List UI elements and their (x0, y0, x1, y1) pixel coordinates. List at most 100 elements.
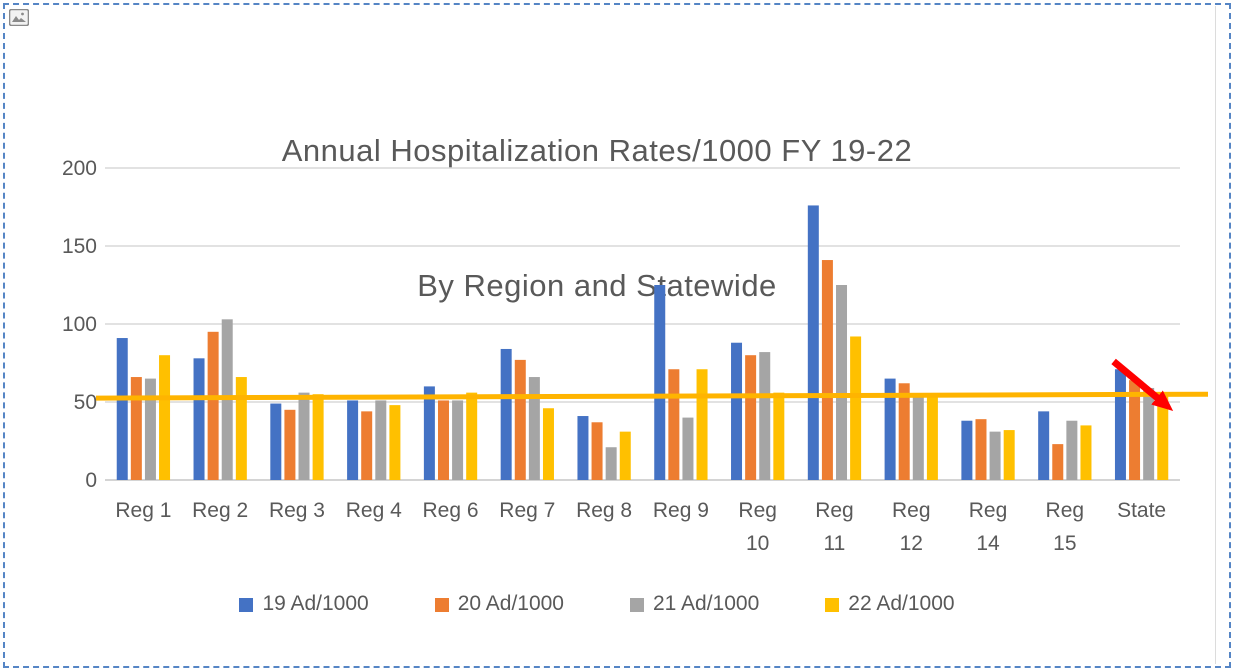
x-tick-label: Reg 9 (653, 499, 709, 522)
x-tick-label: Reg (969, 499, 1008, 522)
x-tick-label: State (1117, 499, 1166, 522)
x-tick-label: Reg (815, 499, 854, 522)
chart-legend: 19 Ad/1000 20 Ad/1000 21 Ad/1000 22 Ad/1000 (0, 588, 1194, 620)
chart-title-line2: By Region and Statewide (417, 268, 777, 303)
x-tick-label: 14 (976, 532, 1000, 555)
legend-item: 20 Ad/1000 (434, 592, 564, 616)
bar-reg-12-20 (898, 383, 910, 480)
y-tick-label: 150 (62, 235, 97, 258)
legend-label: 20 Ad/1000 (457, 592, 564, 615)
bar-reg-14-22 (1003, 430, 1015, 480)
legend-label: 19 Ad/1000 (262, 592, 369, 615)
bar-reg-4-20 (361, 411, 373, 480)
chart-title: Annual Hospitalization Rates/1000 FY 19-… (0, 38, 1194, 398)
bar-reg-1-21 (144, 378, 156, 480)
bar-reg-8-22 (619, 431, 631, 480)
x-tick-label: Reg (892, 499, 931, 522)
legend-swatch-icon (630, 598, 644, 612)
bar-reg-10-21 (759, 352, 771, 480)
legend-label: 21 Ad/1000 (653, 592, 760, 615)
bar-reg-15-22 (1080, 425, 1092, 480)
y-tick-label: 0 (85, 469, 97, 492)
bar-state-21 (1143, 387, 1155, 480)
legend-item: 19 Ad/1000 (239, 592, 369, 616)
bar-reg-15-20 (1052, 444, 1064, 480)
bar-reg-10-20 (745, 355, 757, 480)
bar-reg-1-20 (130, 377, 142, 480)
bar-state-20 (1129, 380, 1141, 480)
bar-reg-1-19 (116, 338, 128, 480)
bar-reg-4-19 (347, 400, 359, 480)
x-tick-label: 15 (1053, 532, 1076, 555)
legend-swatch-icon (434, 598, 449, 612)
bar-reg-11-22 (850, 336, 862, 480)
bar-reg-7-20 (514, 359, 526, 480)
legend-label: 22 Ad/1000 (848, 592, 955, 615)
bar-reg-6-21 (452, 400, 464, 480)
bar-reg-7-19 (500, 348, 512, 480)
bar-state-19 (1114, 369, 1126, 480)
bar-reg-14-21 (989, 431, 1001, 480)
x-tick-label: Reg (1046, 499, 1085, 522)
bar-reg-3-22 (312, 394, 324, 480)
bar-reg-4-21 (375, 400, 387, 480)
bar-reg-8-19 (577, 416, 589, 480)
bar-reg-9-21 (682, 417, 694, 480)
bar-reg-9-19 (654, 285, 666, 480)
legend-swatch-icon (239, 598, 254, 612)
bar-reg-10-19 (731, 342, 743, 480)
x-tick-label: 12 (900, 532, 923, 555)
benchmark-line (95, 391, 1209, 401)
bar-reg-2-22 (235, 377, 247, 480)
bar-reg-15-21 (1066, 420, 1078, 480)
bar-reg-9-20 (668, 369, 680, 480)
bar-reg-2-19 (193, 358, 205, 480)
bar-reg-9-22 (696, 369, 708, 480)
bar-reg-8-21 (605, 447, 617, 480)
content-edge-line (1215, 6, 1216, 664)
bar-reg-6-19 (423, 386, 435, 480)
x-tick-label: Reg (738, 499, 777, 522)
legend-item: 21 Ad/1000 (630, 592, 759, 616)
bar-reg-6-20 (437, 400, 449, 480)
bar-reg-8-20 (591, 422, 603, 480)
bar-reg-7-22 (542, 408, 554, 480)
bar-reg-3-19 (270, 403, 282, 480)
x-tick-label: Reg 1 (115, 499, 171, 522)
bar-chart-plot: 0 50 100 150 200 Reg 1 Reg 2 Reg 3 Reg 4 Reg 6 Reg… (62, 157, 1209, 555)
bar-reg-15-19 (1038, 411, 1050, 480)
y-tick-label: 100 (62, 313, 97, 336)
bar-reg-12-21 (912, 397, 924, 480)
bar-reg-3-20 (284, 409, 296, 480)
x-tick-label: Reg 6 (423, 499, 479, 522)
image-placeholder-icon[interactable] (8, 8, 30, 27)
x-tick-label: 11 (824, 532, 846, 555)
legend-swatch-icon (825, 598, 840, 612)
x-tick-label: 10 (746, 532, 769, 555)
legend-item: 22 Ad/1000 (825, 592, 955, 616)
bar-reg-14-20 (975, 419, 987, 480)
bar-reg-6-22 (466, 392, 478, 480)
bar-reg-11-19 (807, 205, 819, 480)
bar-reg-14-19 (961, 420, 973, 480)
y-tick-label: 50 (74, 391, 97, 414)
x-tick-label: Reg 2 (192, 499, 248, 522)
y-tick-label: 200 (62, 157, 97, 180)
bar-reg-4-22 (389, 405, 401, 480)
bar-reg-12-22 (926, 394, 938, 480)
bar-reg-2-20 (207, 331, 219, 480)
bar-reg-1-22 (159, 355, 171, 480)
bar-reg-11-20 (821, 260, 833, 480)
trend-arrow (1111, 358, 1174, 411)
x-tick-label: Reg 3 (269, 499, 325, 522)
x-tick-label: Reg 4 (346, 499, 402, 522)
bar-reg-12-19 (884, 378, 896, 480)
chart-title-line1: Annual Hospitalization Rates/1000 FY 19-… (281, 133, 913, 168)
bar-reg-7-21 (528, 377, 540, 480)
bar-state-22 (1157, 394, 1169, 480)
x-tick-label: Reg 8 (576, 499, 632, 522)
bar-reg-11-21 (836, 285, 848, 480)
bar-reg-10-22 (773, 392, 785, 480)
x-tick-label: Reg 7 (499, 499, 555, 522)
